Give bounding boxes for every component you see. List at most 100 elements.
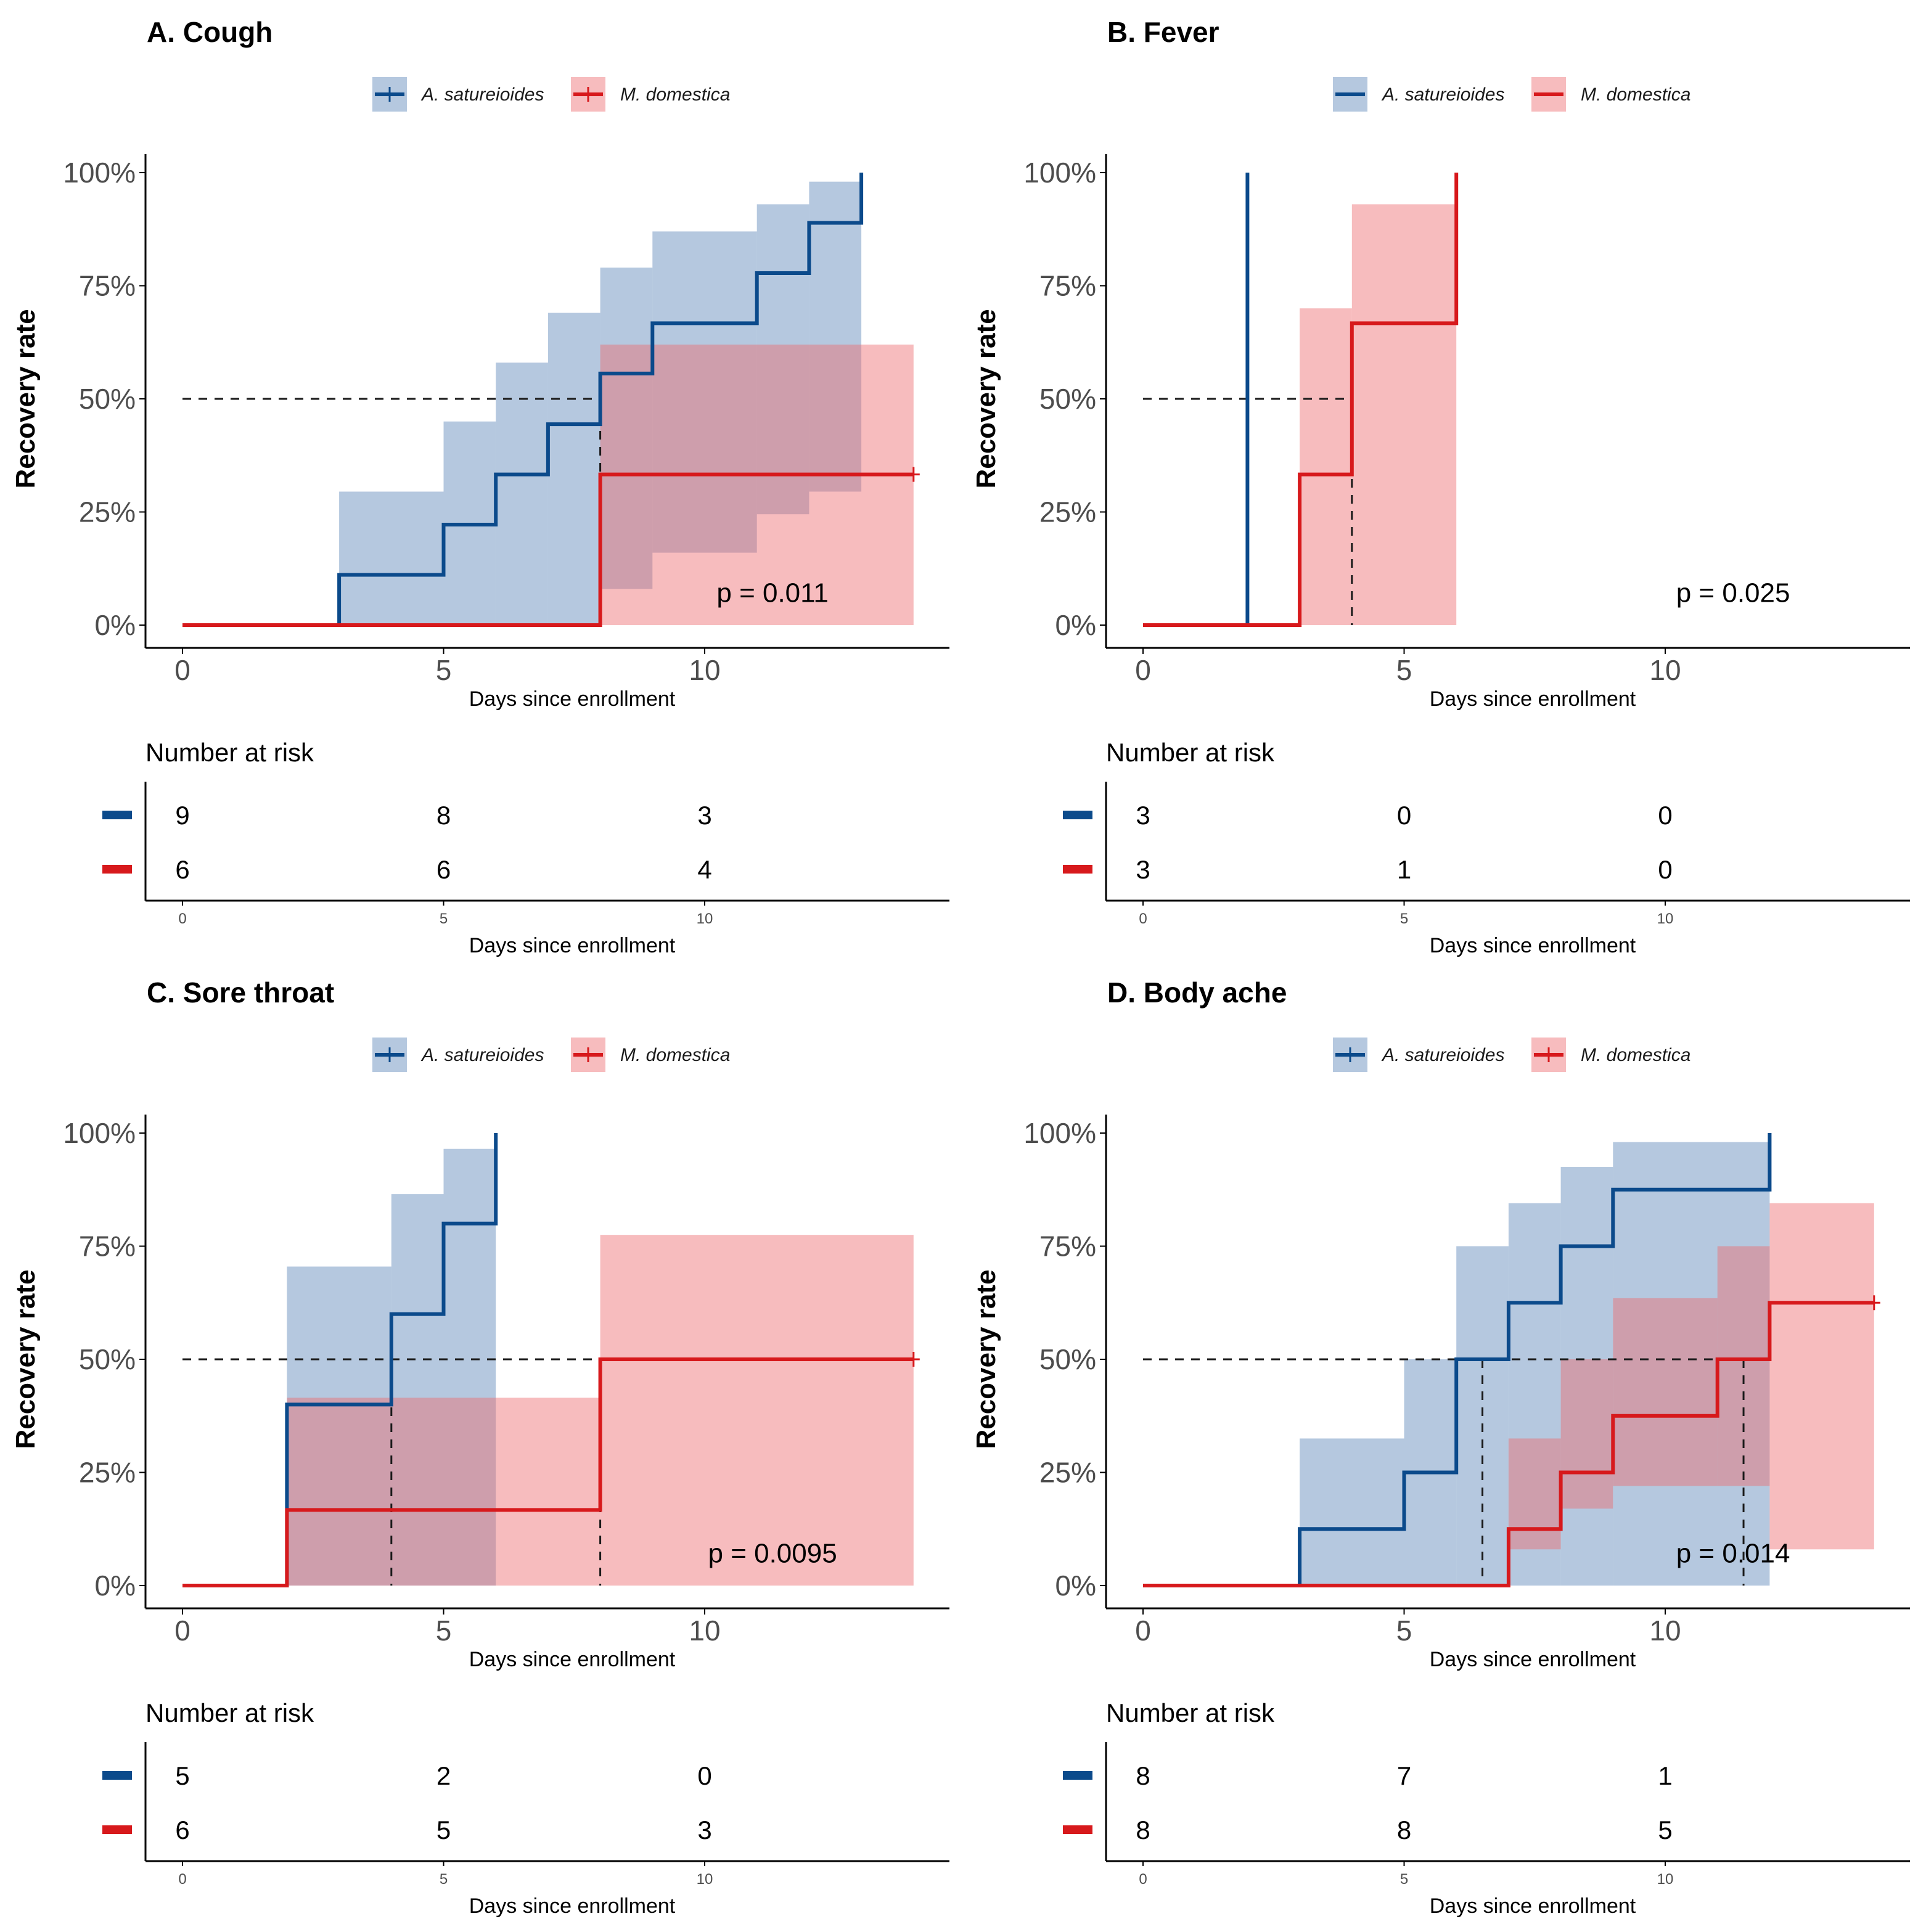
p-value: p = 0.025 bbox=[1676, 578, 1790, 608]
legend: A. satureioides M. domestica bbox=[1333, 77, 1690, 112]
ci-band bbox=[600, 268, 653, 589]
legend-item: M. domestica bbox=[571, 77, 730, 112]
legend: A. satureioides M. domestica bbox=[1333, 1038, 1690, 1072]
legend-item: M. domestica bbox=[1531, 1038, 1690, 1072]
risk-count: 3 bbox=[1136, 855, 1150, 884]
risk-count: 5 bbox=[175, 1761, 189, 1790]
legend: A. satureioides M. domestica bbox=[372, 77, 730, 112]
km-curve-series-0 bbox=[1143, 1133, 1772, 1587]
x-axis-label: Days since enrollment bbox=[1430, 687, 1636, 711]
risk-count: 9 bbox=[175, 801, 189, 830]
risk-x-tick-label: 5 bbox=[1400, 1871, 1408, 1888]
legend-item: A. satureioides bbox=[1333, 1038, 1504, 1072]
risk-row-key-0 bbox=[102, 811, 132, 819]
risk-table: Number at risk 5 2 0 6 5 3 0 5 10 Days since enrol… bbox=[102, 1698, 949, 1918]
risk-x-tick-label: 0 bbox=[1139, 1871, 1147, 1888]
x-tick-label: 10 bbox=[689, 654, 720, 686]
risk-x-tick-label: 0 bbox=[178, 1871, 186, 1888]
x-tick-label: 10 bbox=[1649, 1615, 1681, 1647]
y-tick-label: 75% bbox=[1039, 1230, 1096, 1263]
risk-count: 8 bbox=[1397, 1815, 1411, 1844]
x-tick-label: 10 bbox=[689, 1615, 720, 1647]
ci-band bbox=[600, 344, 914, 625]
legend-label: A. satureioides bbox=[1381, 1045, 1504, 1065]
y-tick-label: 0% bbox=[95, 1570, 136, 1602]
risk-count: 2 bbox=[436, 1761, 451, 1790]
ci-band bbox=[600, 1235, 914, 1586]
risk-x-tick-label: 5 bbox=[440, 1871, 448, 1888]
risk-table: Number at risk 9 8 3 6 6 4 0 5 10 Days since enrol… bbox=[102, 738, 949, 957]
ci-band bbox=[1300, 308, 1352, 625]
x-tick-label: 5 bbox=[436, 654, 452, 686]
x-tick-label: 5 bbox=[436, 1615, 452, 1647]
x-axis-label: Days since enrollment bbox=[469, 1648, 676, 1671]
panel-title: D. Body ache bbox=[1107, 976, 1287, 1009]
x-axis-label: Days since enrollment bbox=[1430, 1648, 1636, 1671]
y-axis-label: Recovery rate bbox=[10, 1269, 41, 1449]
risk-row-key-1 bbox=[1063, 1825, 1092, 1834]
risk-table-title: Number at risk bbox=[145, 1698, 314, 1727]
ci-band bbox=[1300, 1438, 1404, 1586]
km-curve-series-0 bbox=[182, 173, 864, 627]
ci-band bbox=[287, 1266, 391, 1586]
risk-x-tick-label: 5 bbox=[1400, 911, 1408, 927]
risk-row-key-1 bbox=[1063, 865, 1092, 874]
km-curve-series-1 bbox=[1143, 173, 1459, 627]
y-tick-label: 100% bbox=[1023, 1117, 1096, 1149]
risk-count: 4 bbox=[697, 855, 711, 884]
legend-item: M. domestica bbox=[1531, 77, 1690, 112]
ci-band bbox=[287, 1398, 600, 1586]
risk-x-tick-label: 10 bbox=[697, 1871, 713, 1888]
p-value: p = 0.011 bbox=[716, 578, 828, 608]
legend-label: M. domestica bbox=[620, 1045, 730, 1065]
ci-band bbox=[443, 1148, 496, 1586]
legend-item: M. domestica bbox=[571, 1038, 730, 1072]
panel-3: D. Body ache A. satureioides M. domestica R… bbox=[971, 976, 1910, 1918]
legend-label: M. domestica bbox=[1581, 1045, 1690, 1065]
y-axis-label: Recovery rate bbox=[10, 309, 41, 488]
y-tick-label: 100% bbox=[63, 1117, 136, 1149]
risk-count: 0 bbox=[697, 1761, 711, 1790]
y-tick-label: 50% bbox=[1039, 1343, 1096, 1375]
risk-x-axis-label: Days since enrollment bbox=[1430, 934, 1636, 957]
x-tick-label: 0 bbox=[1135, 1615, 1151, 1647]
risk-count: 3 bbox=[697, 1815, 711, 1844]
risk-count: 6 bbox=[175, 1815, 189, 1844]
legend-label: M. domestica bbox=[1581, 84, 1690, 105]
ci-band bbox=[809, 181, 862, 492]
y-axis-label: Recovery rate bbox=[971, 1269, 1001, 1449]
risk-count: 1 bbox=[1658, 1761, 1672, 1790]
y-tick-label: 100% bbox=[63, 157, 136, 189]
risk-count: 1 bbox=[1397, 855, 1411, 884]
risk-count: 6 bbox=[436, 855, 451, 884]
risk-count: 0 bbox=[1658, 801, 1672, 830]
y-tick-label: 25% bbox=[79, 496, 136, 528]
y-tick-label: 0% bbox=[95, 609, 136, 641]
legend-label: A. satureioides bbox=[420, 84, 544, 105]
risk-count: 5 bbox=[436, 1815, 451, 1844]
p-value: p = 0.014 bbox=[1676, 1539, 1790, 1569]
risk-table-title: Number at risk bbox=[1106, 1698, 1275, 1727]
km-curve-series-1 bbox=[182, 472, 914, 627]
risk-x-tick-label: 10 bbox=[1657, 1871, 1674, 1888]
y-tick-label: 50% bbox=[79, 1343, 136, 1375]
risk-x-tick-label: 0 bbox=[178, 911, 186, 927]
legend-item: A. satureioides bbox=[1333, 77, 1504, 112]
p-value: p = 0.0095 bbox=[708, 1539, 837, 1569]
panel-title: B. Fever bbox=[1107, 16, 1219, 48]
x-axis-label: Days since enrollment bbox=[469, 687, 676, 711]
x-tick-label: 5 bbox=[1396, 654, 1412, 686]
x-tick-label: 10 bbox=[1649, 654, 1681, 686]
y-tick-label: 25% bbox=[79, 1457, 136, 1489]
y-tick-label: 0% bbox=[1055, 1570, 1096, 1602]
panel-title: C. Sore throat bbox=[147, 976, 334, 1009]
ci-band bbox=[339, 491, 444, 625]
ci-band bbox=[1351, 204, 1457, 625]
x-tick-label: 5 bbox=[1396, 1615, 1412, 1647]
risk-table-title: Number at risk bbox=[145, 738, 314, 767]
ci-band bbox=[391, 1194, 444, 1586]
y-tick-label: 25% bbox=[1039, 496, 1096, 528]
risk-count: 8 bbox=[436, 801, 451, 830]
